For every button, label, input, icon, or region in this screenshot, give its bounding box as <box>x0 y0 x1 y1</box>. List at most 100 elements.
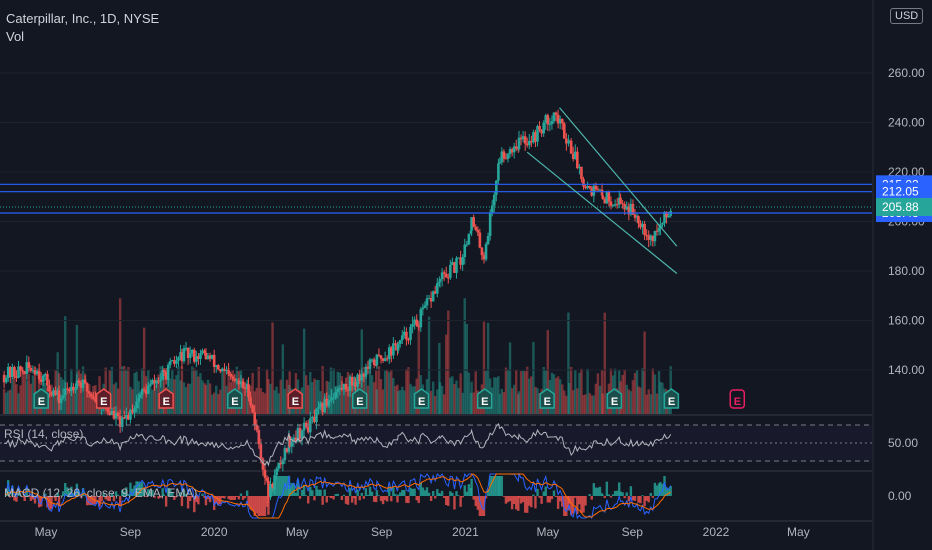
volume-bar <box>582 395 585 414</box>
macd-signal-line <box>5 473 672 519</box>
symbol-title[interactable]: Caterpillar, Inc., 1D, NYSE <box>6 11 160 26</box>
volume-bar <box>625 384 628 414</box>
candle-body <box>214 365 218 367</box>
candle-body <box>50 391 53 396</box>
macd-histogram-bar <box>336 493 339 496</box>
earnings-marker[interactable]: E <box>413 388 430 409</box>
rsi-indicator-label[interactable]: RSI (14, close) <box>4 427 84 441</box>
macd-histogram-bar <box>530 496 533 508</box>
earnings-marker-label: E <box>356 396 363 408</box>
volume-bar <box>23 372 26 414</box>
earnings-marker[interactable]: E <box>663 388 680 409</box>
candle-body <box>151 380 154 385</box>
candle-body <box>594 185 598 190</box>
volume-bar <box>116 388 120 414</box>
macd-histogram-bar <box>307 496 310 504</box>
macd-histogram-bar <box>478 496 482 516</box>
earnings-marker[interactable]: E <box>227 388 243 409</box>
candle-body <box>435 283 439 294</box>
earnings-marker[interactable]: E <box>606 388 623 409</box>
candle-body <box>449 264 452 278</box>
volume-bar <box>151 389 154 414</box>
volume-bar <box>188 383 192 414</box>
volume-bar <box>247 388 250 414</box>
macd-histogram-bar <box>517 496 520 511</box>
macd-histogram-bar <box>48 496 51 511</box>
macd-histogram-bar <box>381 496 385 505</box>
macd-histogram-bar <box>186 496 190 509</box>
candle-body <box>354 381 357 387</box>
candle-body <box>201 350 204 354</box>
earnings-marker[interactable]: E <box>95 388 112 409</box>
candle-body <box>48 385 51 392</box>
earnings-marker[interactable]: E <box>729 389 746 409</box>
macd-histogram-bar <box>362 496 366 499</box>
volume-bar <box>245 383 249 414</box>
candle-body <box>465 244 469 246</box>
macd-histogram-bar <box>657 483 661 496</box>
macd-histogram-bar <box>390 496 393 502</box>
candle-body <box>155 380 158 384</box>
candle-body <box>506 153 510 159</box>
macd-histogram-bar <box>327 496 331 497</box>
volume-bar <box>405 369 408 414</box>
volume-bar <box>558 379 562 414</box>
volume-bar <box>440 385 444 414</box>
macd-histogram-bar <box>519 496 523 504</box>
candle-body <box>600 189 604 196</box>
macd-histogram-bar <box>544 486 547 496</box>
earnings-marker[interactable]: E <box>539 388 555 409</box>
macd-histogram-bar <box>100 496 103 502</box>
macd-histogram-bar <box>556 496 560 509</box>
volume-bar <box>447 310 450 414</box>
volume-bar <box>586 368 589 414</box>
currency-button[interactable]: USD <box>890 8 924 24</box>
macd-histogram-bar <box>572 496 575 514</box>
macd-histogram-bar <box>281 476 285 496</box>
volume-label[interactable]: Vol <box>6 29 25 44</box>
candle-body <box>613 204 617 206</box>
volume-bar <box>449 377 452 414</box>
macd-histogram-bar <box>565 496 568 516</box>
candle-body <box>11 367 14 378</box>
macd-histogram-bar <box>348 488 352 496</box>
macd-indicator-label[interactable]: MACD (12, 26, close, 9, EMA, EMA) <box>4 486 198 500</box>
volume-bar <box>500 388 504 414</box>
macd-histogram-bar <box>120 489 124 496</box>
macd-histogram-bar <box>401 490 404 496</box>
earnings-marker[interactable]: E <box>158 388 174 409</box>
volume-bar <box>453 384 456 414</box>
macd-histogram-bar <box>206 496 210 500</box>
candle-body <box>182 348 186 362</box>
macd-histogram-bar <box>131 488 134 496</box>
macd-histogram-bar <box>159 496 162 498</box>
candle-body <box>313 416 316 423</box>
macd-histogram-bar <box>208 496 212 503</box>
candle-body <box>210 354 214 359</box>
volume-bar <box>275 386 278 414</box>
candle-body <box>514 146 518 149</box>
candle-body <box>195 356 198 362</box>
volume-bar <box>506 369 510 414</box>
volume-bar <box>180 366 184 414</box>
candle-body <box>135 401 138 409</box>
candle-body <box>580 166 583 180</box>
earnings-marker[interactable]: E <box>476 388 493 409</box>
macd-histogram-bar <box>147 489 150 496</box>
volume-bar <box>578 372 581 414</box>
macd-histogram-bar <box>497 476 500 496</box>
macd-histogram-bar <box>27 496 31 498</box>
candle-body <box>394 343 397 346</box>
volume-bar <box>243 386 247 414</box>
macd-histogram-bar <box>15 496 18 502</box>
volume-bar <box>657 371 661 414</box>
earnings-marker[interactable]: E <box>287 388 303 409</box>
volume-bar <box>307 385 310 414</box>
volume-bar <box>191 366 194 414</box>
earnings-marker[interactable]: E <box>33 388 49 409</box>
volume-bar <box>601 393 604 414</box>
earnings-marker[interactable]: E <box>351 388 368 409</box>
candle-body <box>639 223 642 228</box>
candle-body <box>392 343 395 356</box>
